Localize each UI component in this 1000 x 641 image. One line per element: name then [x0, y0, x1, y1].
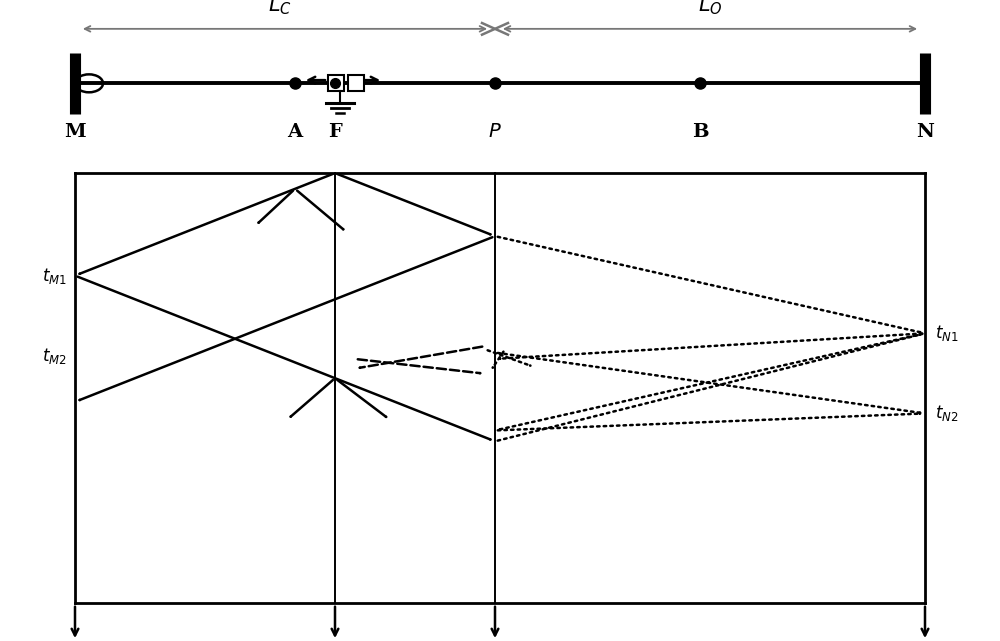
Text: $P$: $P$: [488, 123, 502, 141]
Text: B: B: [692, 123, 708, 141]
Bar: [348, 75, 364, 91]
Text: $L_C$: $L_C$: [268, 0, 292, 17]
Text: F: F: [328, 123, 342, 141]
Text: $L_O$: $L_O$: [698, 0, 722, 17]
Text: $t_{N2}$: $t_{N2}$: [935, 403, 958, 424]
Text: N: N: [916, 123, 934, 141]
Text: A: A: [287, 123, 303, 141]
Text: M: M: [64, 123, 86, 141]
Bar: [328, 75, 344, 91]
Text: $t_{M2}$: $t_{M2}$: [42, 345, 67, 366]
Text: $t_{N1}$: $t_{N1}$: [935, 323, 959, 344]
Text: $t_{M1}$: $t_{M1}$: [42, 265, 67, 286]
